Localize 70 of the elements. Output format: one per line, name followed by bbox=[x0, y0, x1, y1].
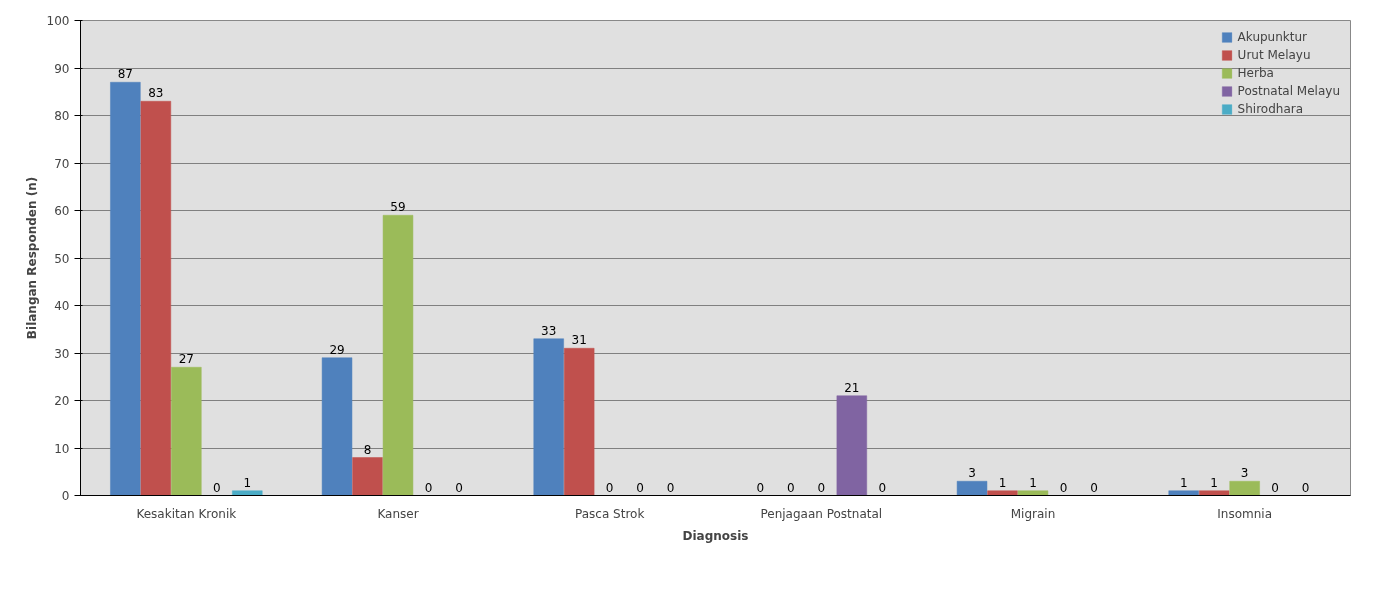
data-label: 0 bbox=[636, 480, 644, 495]
data-label: 29 bbox=[329, 342, 345, 357]
bar bbox=[110, 82, 141, 496]
legend-label: Akupunktur bbox=[1237, 30, 1308, 44]
bar bbox=[533, 338, 564, 496]
data-label: 0 bbox=[455, 480, 463, 495]
data-label: 0 bbox=[1059, 480, 1068, 495]
y-tick-label: 80 bbox=[54, 109, 70, 123]
y-tick-label: 90 bbox=[54, 61, 70, 76]
data-label: 0 bbox=[1090, 480, 1098, 495]
bar bbox=[987, 490, 1018, 496]
y-tick-label: 30 bbox=[54, 346, 70, 361]
data-label: 0 bbox=[1301, 480, 1310, 495]
legend-label: Urut Melayu bbox=[1237, 48, 1311, 62]
data-label: 3 bbox=[1240, 466, 1249, 481]
data-label: 8 bbox=[363, 442, 372, 457]
x-tick-label: Penjagaan Postnatal bbox=[760, 506, 883, 521]
x-tick-label: Pasca Strok bbox=[574, 506, 645, 521]
bar bbox=[1017, 490, 1049, 496]
bar bbox=[382, 215, 414, 496]
y-tick-label: 60 bbox=[54, 204, 70, 218]
bar bbox=[171, 367, 202, 496]
data-label: 0 bbox=[756, 480, 765, 495]
legend-label: Shirodhara bbox=[1237, 102, 1304, 116]
bar bbox=[352, 457, 383, 496]
y-tick-label: 20 bbox=[54, 394, 70, 408]
data-label: 1 bbox=[243, 475, 252, 490]
bar bbox=[140, 101, 172, 496]
y-tick-label: 40 bbox=[54, 299, 70, 313]
y-axis-title: Bilangan Responden (n) bbox=[24, 176, 39, 340]
bar bbox=[836, 395, 867, 496]
y-tick-label: 0 bbox=[61, 489, 70, 503]
data-label: 87 bbox=[117, 67, 134, 82]
data-label: 1 bbox=[1179, 475, 1188, 490]
data-label: 83 bbox=[148, 86, 164, 101]
data-label: 33 bbox=[541, 323, 557, 338]
data-label: 0 bbox=[424, 480, 433, 495]
y-tick-label: 70 bbox=[54, 156, 70, 171]
legend-label: Postnatal Melayu bbox=[1237, 84, 1340, 98]
bar bbox=[1168, 490, 1199, 496]
data-label: 3 bbox=[968, 466, 976, 481]
data-label: 59 bbox=[390, 200, 406, 215]
data-label: 1 bbox=[1029, 475, 1037, 490]
y-tick-label: 10 bbox=[54, 441, 70, 456]
data-label: 0 bbox=[1271, 480, 1279, 495]
legend-label: Herba bbox=[1237, 66, 1274, 80]
bar bbox=[564, 348, 595, 496]
bar bbox=[1199, 490, 1230, 496]
data-label: 0 bbox=[817, 480, 826, 495]
x-axis-title: Diagnosis bbox=[682, 528, 749, 543]
x-tick-label: Kanser bbox=[377, 506, 419, 521]
data-label: 1 bbox=[998, 475, 1007, 490]
data-label: 21 bbox=[844, 380, 860, 395]
data-label: 0 bbox=[605, 480, 614, 495]
data-label: 31 bbox=[571, 333, 587, 348]
bar bbox=[956, 481, 988, 496]
data-label: 0 bbox=[787, 480, 795, 495]
y-tick-label: 100 bbox=[46, 14, 70, 28]
x-tick-label: Migrain bbox=[1010, 506, 1056, 521]
bar bbox=[321, 357, 353, 496]
data-label: 27 bbox=[178, 352, 194, 367]
x-tick-label: Kesakitan Kronik bbox=[136, 506, 237, 521]
data-label: 0 bbox=[878, 480, 887, 495]
bar bbox=[232, 490, 263, 496]
y-tick-label: 50 bbox=[54, 251, 70, 266]
data-label: 0 bbox=[666, 480, 675, 495]
data-label: 0 bbox=[213, 480, 221, 495]
x-tick-label: Insomnia bbox=[1217, 506, 1273, 521]
bar bbox=[1229, 481, 1260, 496]
data-label: 1 bbox=[1210, 475, 1219, 490]
